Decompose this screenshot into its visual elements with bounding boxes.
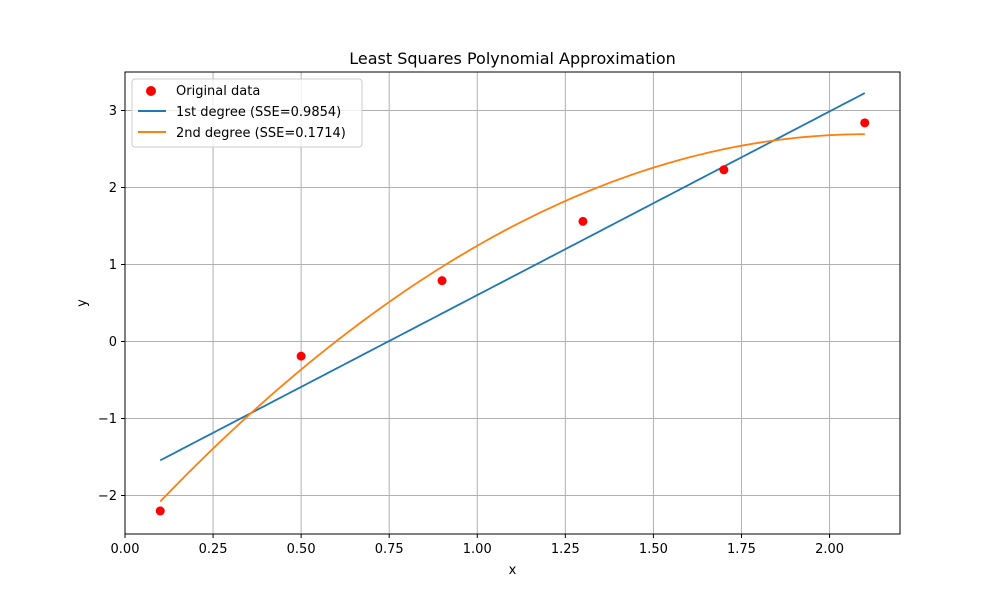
series-line-2 bbox=[159, 133, 865, 503]
legend-label-original-data: Original data bbox=[176, 84, 260, 99]
plot-frame bbox=[124, 71, 901, 535]
legend-box bbox=[131, 78, 363, 148]
y-tick-label: 2 bbox=[109, 181, 117, 196]
legend-marker-original-data bbox=[146, 86, 156, 96]
x-tick-label: 1.75 bbox=[727, 542, 756, 557]
legend-label-1st-degree: 1st degree (SSE=0.9854) bbox=[176, 105, 341, 120]
x-tick-label: 2.00 bbox=[815, 542, 844, 557]
legend-label-2nd-degree: 2nd degree (SSE=0.1714) bbox=[176, 126, 346, 141]
x-tick-label: 0.25 bbox=[199, 542, 228, 557]
x-tick-label: 1.25 bbox=[551, 542, 580, 557]
y-tick-label: −1 bbox=[98, 412, 117, 427]
y-axis-label: y bbox=[75, 299, 90, 307]
scatter-points bbox=[155, 118, 870, 516]
data-point bbox=[860, 118, 870, 128]
x-tick-label: 0.00 bbox=[111, 542, 140, 557]
y-tick-label: 1 bbox=[109, 258, 117, 273]
data-point bbox=[578, 216, 588, 226]
legend: Original data 1st degree (SSE=0.9854) 2n… bbox=[131, 78, 363, 148]
chart-title: Least Squares Polynomial Approximation bbox=[349, 49, 676, 68]
y-tick-label: 0 bbox=[109, 335, 117, 350]
x-tick-label: 1.50 bbox=[639, 542, 668, 557]
x-axis-label: x bbox=[509, 563, 517, 578]
series-line-1 bbox=[159, 92, 866, 462]
data-point bbox=[296, 351, 306, 361]
y-axis: −2 −1 0 1 2 3 bbox=[98, 104, 125, 504]
x-tick-label: 0.50 bbox=[287, 542, 316, 557]
series-lines bbox=[159, 92, 866, 503]
grid bbox=[124, 72, 900, 534]
y-tick-label: 3 bbox=[109, 104, 117, 119]
x-axis: 0.00 0.25 0.50 0.75 1.00 1.25 1.50 1.75 2.00 bbox=[111, 534, 844, 557]
x-tick-label: 0.75 bbox=[375, 542, 404, 557]
data-point bbox=[719, 165, 729, 175]
x-tick-label: 1.00 bbox=[463, 542, 492, 557]
data-point bbox=[155, 506, 165, 516]
data-point bbox=[437, 276, 447, 286]
y-tick-label: −2 bbox=[98, 489, 117, 504]
